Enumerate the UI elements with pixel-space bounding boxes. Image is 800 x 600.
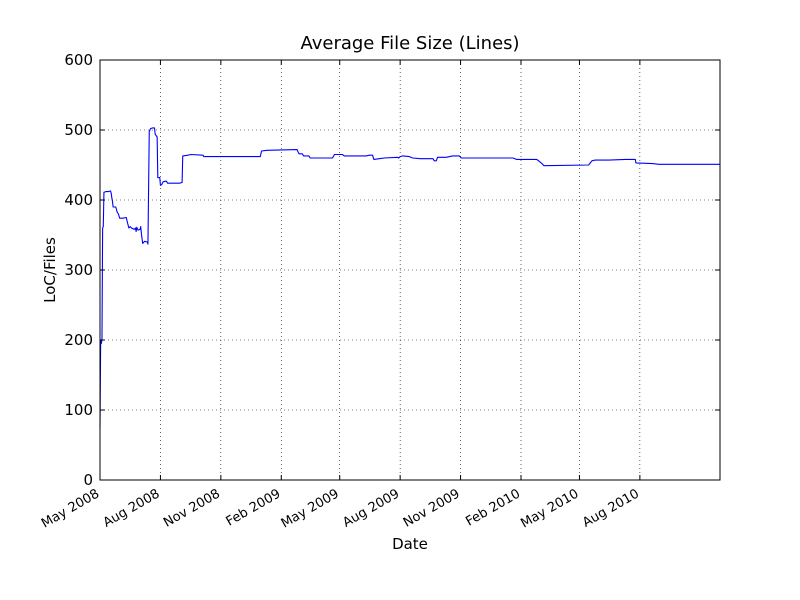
y-axis-label: LoC/Files [41,237,59,303]
x-tick-label: Nov 2008 [161,486,223,530]
grid [100,60,720,480]
x-tick-label: May 2009 [279,486,342,531]
series-line [99,127,720,428]
x-tick-label: Feb 2009 [224,486,284,529]
x-tick-label: Aug 2008 [101,486,163,530]
y-tick-label: 300 [64,261,93,279]
y-tick-label: 400 [64,191,93,209]
x-tick-label: Aug 2009 [340,486,402,530]
x-tick-label: Nov 2009 [401,486,463,530]
x-tick-label: Feb 2010 [463,486,523,529]
y-tick-label: 500 [64,121,93,139]
y-tick-label: 600 [64,51,93,69]
plot-frame [99,59,721,481]
x-axis-label: Date [392,535,428,553]
chart-title: Average File Size (Lines) [300,33,519,54]
y-tick-label: 200 [64,331,93,349]
y-tick-label: 0 [83,471,93,489]
y-tick-label: 100 [64,401,93,419]
x-tick-label: May 2008 [39,486,102,531]
series-layer [99,127,720,428]
x-tick-label: May 2010 [518,486,581,531]
x-tick-label: Aug 2010 [580,486,642,530]
